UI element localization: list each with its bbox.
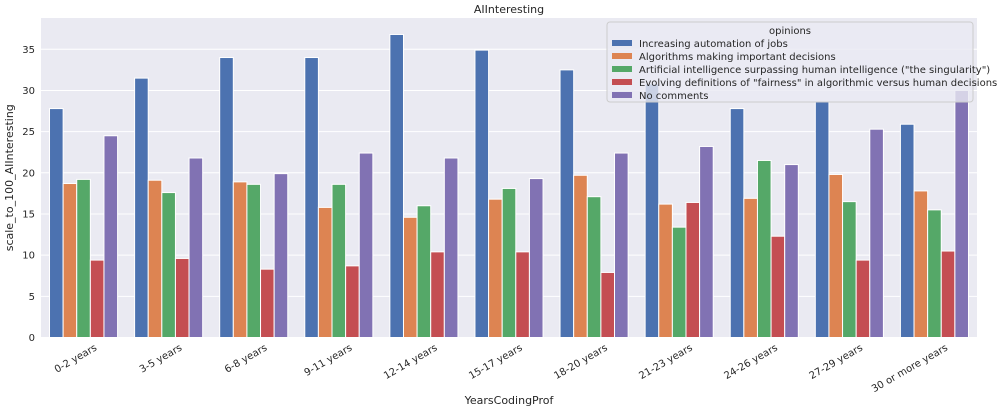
x-axis: 0-2 years 3-5 years 6-8 years 9-11 years 12-… xyxy=(53,343,950,395)
legend-swatch xyxy=(612,79,632,85)
bar xyxy=(147,179,163,338)
legend-swatch xyxy=(612,66,632,72)
bar xyxy=(842,201,857,338)
bar xyxy=(62,183,78,338)
bar xyxy=(770,235,786,338)
bar xyxy=(671,226,687,338)
y-tick-label: 35 xyxy=(22,45,35,56)
legend-label: No comments xyxy=(639,91,709,102)
x-tick-label: 21-23 years xyxy=(637,343,694,382)
bar xyxy=(331,183,347,338)
legend-label: Evolving definitions of "fairness" in al… xyxy=(639,78,997,89)
bar xyxy=(416,205,432,338)
legend-label: Artificial intelligence surpassing human… xyxy=(639,65,990,76)
bar xyxy=(474,49,490,339)
x-tick-label: 15-17 years xyxy=(467,343,524,382)
bar xyxy=(756,159,772,338)
y-tick-label: 0 xyxy=(29,333,35,344)
y-tick-label: 5 xyxy=(29,292,35,303)
bar xyxy=(402,216,418,338)
legend: opinions Increasing automation of jobs Al… xyxy=(606,21,997,103)
bar xyxy=(134,77,149,338)
legend-label: Increasing automation of jobs xyxy=(639,39,788,50)
bar xyxy=(644,83,660,339)
bar xyxy=(699,145,714,338)
bar xyxy=(246,183,262,338)
y-tick-label: 20 xyxy=(22,168,35,179)
x-axis-label: YearsCodingProf xyxy=(464,394,555,407)
bar xyxy=(515,251,530,338)
x-tick-label: 6-8 years xyxy=(223,343,269,376)
chart-title: AIInteresting xyxy=(474,3,544,16)
bar xyxy=(784,164,799,338)
bar xyxy=(273,173,289,338)
bar xyxy=(814,101,830,339)
bar xyxy=(600,271,616,339)
bar xyxy=(729,108,745,338)
bar xyxy=(443,157,459,338)
bar xyxy=(586,196,602,338)
bar xyxy=(260,268,275,338)
bars xyxy=(49,33,969,339)
bar xyxy=(232,181,248,338)
bar xyxy=(927,209,942,338)
x-tick-label: 12-14 years xyxy=(382,343,439,382)
x-tick-label: 3-5 years xyxy=(138,343,184,376)
bar xyxy=(855,259,871,339)
bar xyxy=(345,265,360,338)
legend-box xyxy=(606,21,974,103)
x-tick-label: 24-26 years xyxy=(723,343,780,382)
bar xyxy=(869,128,884,338)
bar xyxy=(614,152,629,338)
bar xyxy=(430,251,445,338)
bar xyxy=(559,69,575,339)
bar xyxy=(940,250,956,338)
bar xyxy=(304,57,319,338)
x-tick-label: 30 or more years xyxy=(870,343,950,395)
x-tick-label: 27-29 years xyxy=(808,343,865,382)
y-tick-label: 25 xyxy=(22,127,35,138)
bar xyxy=(161,192,176,338)
y-tick-label: 10 xyxy=(22,251,35,262)
bar xyxy=(317,206,333,338)
legend-title: opinions xyxy=(769,26,811,37)
y-axis-label: scale_to_100_AIInteresting xyxy=(3,104,16,251)
x-tick-label: 0-2 years xyxy=(53,343,99,376)
y-tick-label: 30 xyxy=(22,86,35,97)
bar xyxy=(188,157,204,338)
bar xyxy=(685,201,701,338)
bar xyxy=(658,203,673,338)
bar xyxy=(76,178,91,338)
bar xyxy=(743,197,758,338)
x-tick-label: 9-11 years xyxy=(303,343,355,379)
bar xyxy=(103,135,119,338)
bar xyxy=(89,259,105,339)
legend-swatch xyxy=(612,92,632,98)
bar xyxy=(501,187,517,338)
legend-label: Algorithms making important decisions xyxy=(639,52,836,63)
bar xyxy=(488,198,503,338)
bar xyxy=(49,108,64,338)
x-tick-label: 18-20 years xyxy=(552,343,609,382)
legend-swatch xyxy=(612,53,632,59)
bar xyxy=(913,190,929,338)
bar xyxy=(954,89,969,339)
bar xyxy=(174,257,190,338)
y-axis: 0 5 10 15 20 25 30 35 xyxy=(22,45,35,344)
y-tick-label: 15 xyxy=(22,209,35,220)
bar xyxy=(389,33,404,338)
bar xyxy=(828,173,844,338)
bar xyxy=(899,123,915,339)
bar xyxy=(358,152,374,338)
bar xyxy=(219,57,234,338)
bar xyxy=(573,174,588,338)
bar xyxy=(528,178,544,338)
legend-swatch xyxy=(612,40,632,46)
